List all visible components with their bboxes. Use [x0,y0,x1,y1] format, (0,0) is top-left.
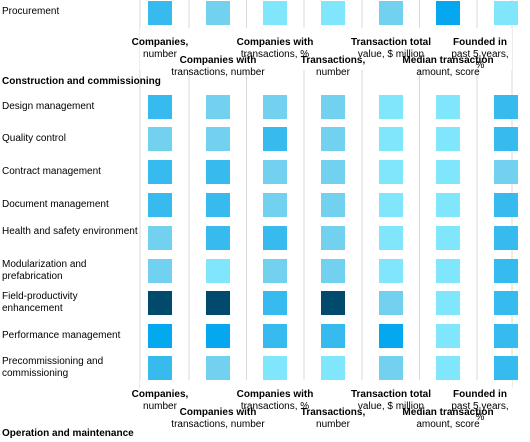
row-9-cell-4 [321,356,345,380]
row-6-cell-5 [379,259,403,283]
row-8-cell-7 [494,324,518,348]
row-7-cell-5 [379,291,403,315]
row-7-cell-4 [321,291,345,315]
row-1-cell-5 [379,95,403,119]
row-label-1: Design management [2,101,95,112]
procurement-cell-4 [321,1,345,25]
row-5-cell-7 [494,226,518,250]
row-9-cell-7 [494,356,518,380]
row-4-cell-7 [494,193,518,217]
row-6-cell-1 [148,259,172,283]
row-8-cell-5 [379,324,403,348]
column-label-4: Transactions, number [300,55,366,78]
row-6-cell-7 [494,259,518,283]
row-label-2: Quality control [2,133,66,144]
column-label-1: Companies, number [131,389,189,412]
row-9-cell-1 [148,356,172,380]
row-8-cell-1 [148,324,172,348]
row-2-cell-3 [263,127,287,151]
column-label-7: Founded in past 5 years, % [451,389,509,423]
row-5-cell-5 [379,226,403,250]
row-6-cell-3 [263,259,287,283]
procurement-cell-7 [494,1,518,25]
row-6-cell-2 [206,259,230,283]
row-1-cell-7 [494,95,518,119]
row-7-cell-1 [148,291,172,315]
procurement-cell-1 [148,1,172,25]
column-label-2: Companies with transactions, number [171,407,265,430]
column-label-6: Median transaction amount, score [402,55,494,78]
row-1-cell-6 [436,95,460,119]
column-label-4: Transactions, number [300,407,366,430]
label-band-1 [140,380,512,442]
row-2-cell-2 [206,127,230,151]
row-9-cell-2 [206,356,230,380]
row-3-cell-1 [148,160,172,184]
row-2-cell-4 [321,127,345,151]
column-label-1: Companies, number [131,37,189,60]
row-9-cell-6 [436,356,460,380]
row-label-5: Health and safety environment [2,226,138,237]
column-label-7: Founded in past 5 years, % [451,37,509,71]
row-9-cell-3 [263,356,287,380]
row-8-cell-2 [206,324,230,348]
row-label-procurement: Procurement [2,6,60,17]
column-label-2: Companies with transactions, number [171,55,265,78]
row-5-cell-2 [206,226,230,250]
row-label-9: Precommissioning and commissioning [2,356,104,379]
column-label-3: Companies with transactions, % [236,389,314,412]
row-6-cell-6 [436,259,460,283]
row-7-cell-7 [494,291,518,315]
section-title-2: Operation and maintenance [2,428,134,439]
row-7-cell-6 [436,291,460,315]
row-9-cell-5 [379,356,403,380]
procurement-cell-2 [206,1,230,25]
row-8-cell-6 [436,324,460,348]
row-1-cell-1 [148,95,172,119]
column-label-5: Transaction total value, $ million [350,37,431,60]
row-3-cell-6 [436,160,460,184]
row-5-cell-4 [321,226,345,250]
row-4-cell-2 [206,193,230,217]
label-band-0 [140,28,512,70]
row-4-cell-6 [436,193,460,217]
row-3-cell-7 [494,160,518,184]
procurement-cell-6 [436,1,460,25]
row-5-cell-3 [263,226,287,250]
row-6-cell-4 [321,259,345,283]
row-4-cell-4 [321,193,345,217]
row-label-7: Field-productivity enhancement [2,291,78,314]
row-4-cell-1 [148,193,172,217]
section-title-1: Construction and commissioning [2,76,161,87]
row-3-cell-2 [206,160,230,184]
procurement-cell-3 [263,1,287,25]
row-5-cell-6 [436,226,460,250]
row-8-cell-4 [321,324,345,348]
row-label-8: Performance management [2,330,121,341]
row-label-6: Modularization and prefabrication [2,259,87,282]
row-label-3: Contract management [2,166,101,177]
row-2-cell-6 [436,127,460,151]
column-label-5: Transaction total value, $ million [350,389,431,412]
row-7-cell-3 [263,291,287,315]
row-5-cell-1 [148,226,172,250]
row-3-cell-4 [321,160,345,184]
row-1-cell-4 [321,95,345,119]
row-1-cell-2 [206,95,230,119]
column-label-3: Companies with transactions, % [236,37,314,60]
row-8-cell-3 [263,324,287,348]
row-2-cell-7 [494,127,518,151]
row-label-4: Document management [2,199,109,210]
row-2-cell-5 [379,127,403,151]
procurement-cell-5 [379,1,403,25]
column-label-6: Median transaction amount, score [402,407,494,430]
row-4-cell-5 [379,193,403,217]
row-3-cell-3 [263,160,287,184]
row-4-cell-3 [263,193,287,217]
row-7-cell-2 [206,291,230,315]
row-2-cell-1 [148,127,172,151]
row-3-cell-5 [379,160,403,184]
row-1-cell-3 [263,95,287,119]
